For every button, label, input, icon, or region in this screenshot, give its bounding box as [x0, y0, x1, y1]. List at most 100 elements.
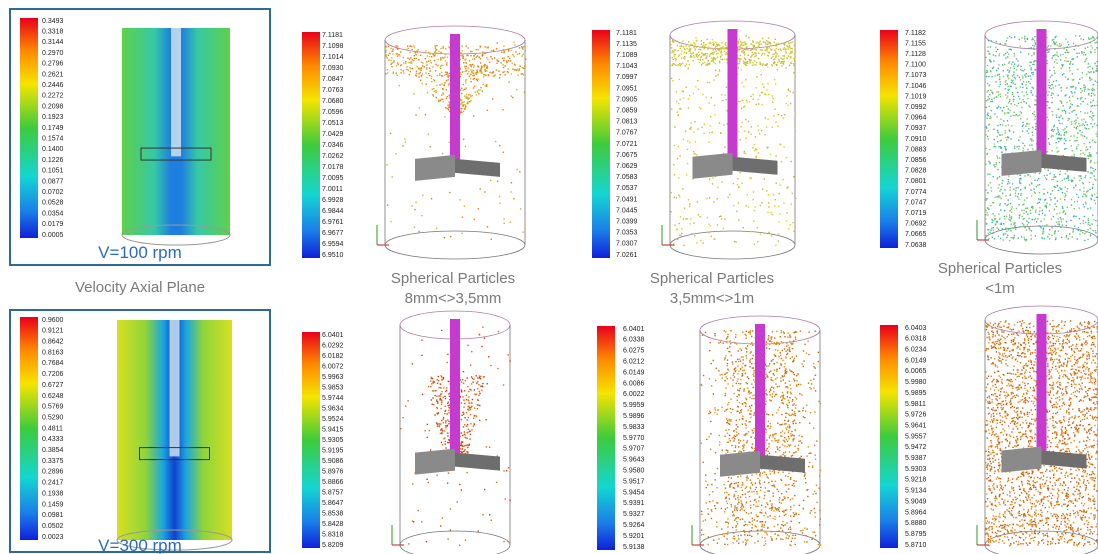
particle	[1005, 53, 1006, 54]
particle	[764, 537, 765, 538]
particle	[1047, 117, 1048, 118]
particle	[793, 435, 794, 436]
particle	[514, 69, 515, 70]
particle	[1062, 74, 1063, 75]
particle	[735, 436, 736, 437]
particle	[1080, 134, 1081, 135]
vessel-bottom	[400, 531, 510, 554]
particle	[740, 46, 741, 47]
particle	[753, 374, 754, 375]
particle	[731, 506, 732, 507]
particle	[468, 396, 469, 397]
particle	[421, 355, 422, 356]
particle	[1068, 44, 1069, 45]
particle	[499, 74, 500, 75]
particle	[1088, 158, 1089, 159]
particle	[1069, 67, 1070, 68]
particle	[785, 67, 786, 68]
particle	[755, 206, 756, 207]
particle	[731, 355, 732, 356]
particle	[472, 72, 473, 73]
particle	[1070, 106, 1071, 107]
particle	[723, 228, 724, 229]
particle	[470, 81, 471, 82]
scale-label: 5.9086	[322, 458, 344, 465]
particle	[448, 421, 449, 422]
particle	[738, 350, 739, 351]
scale-label: 7.1155	[905, 40, 926, 47]
particle	[1035, 42, 1036, 43]
particle	[761, 104, 762, 105]
particle	[672, 80, 673, 81]
particle	[763, 233, 764, 234]
particle	[985, 200, 986, 201]
particle	[461, 233, 462, 234]
particle	[697, 59, 698, 60]
particle	[461, 391, 462, 392]
particle	[994, 143, 995, 144]
particle	[793, 452, 794, 453]
particle	[448, 109, 449, 110]
particle	[720, 132, 721, 133]
particle	[793, 332, 794, 333]
particle	[422, 83, 423, 84]
particle	[1084, 177, 1085, 178]
particle	[1001, 223, 1002, 224]
particle	[735, 361, 736, 362]
particle	[747, 101, 748, 102]
particle	[746, 512, 747, 513]
particle	[403, 70, 404, 71]
particle	[1070, 220, 1071, 221]
scale-label: 5.9833	[623, 424, 645, 431]
particle	[714, 412, 715, 413]
particle	[782, 62, 783, 63]
particle	[990, 205, 991, 206]
particle	[476, 69, 477, 70]
particle	[523, 74, 524, 75]
particle	[1091, 106, 1092, 107]
particle	[801, 436, 802, 437]
particle	[502, 64, 503, 65]
particle	[431, 377, 432, 378]
particle	[783, 452, 784, 453]
particle	[793, 414, 794, 415]
particle	[433, 88, 434, 89]
particle	[990, 46, 991, 47]
particle	[1061, 90, 1062, 91]
particle	[744, 54, 745, 55]
particle	[716, 526, 717, 527]
particle	[1025, 126, 1026, 127]
particle	[676, 197, 677, 198]
particle	[756, 473, 757, 474]
particle	[467, 101, 468, 102]
particle	[765, 487, 766, 488]
particle	[796, 398, 797, 399]
particle	[467, 419, 468, 420]
particle	[1049, 82, 1050, 83]
particle	[418, 76, 419, 77]
particle	[397, 48, 398, 49]
particle	[714, 238, 715, 239]
particle	[1004, 64, 1005, 65]
particle	[1028, 53, 1029, 54]
particle	[725, 387, 726, 388]
particle	[1034, 180, 1035, 181]
particle	[985, 218, 986, 219]
particle	[421, 340, 422, 341]
particle	[400, 51, 401, 52]
particle	[470, 94, 471, 95]
particle	[765, 450, 766, 451]
particle	[761, 55, 762, 56]
particle	[415, 114, 416, 115]
particle	[426, 67, 427, 68]
particle	[770, 371, 771, 372]
particle	[1068, 61, 1069, 62]
particle	[738, 361, 739, 362]
particle	[820, 470, 821, 471]
particle	[1026, 73, 1027, 74]
particle	[1007, 112, 1008, 113]
particle	[1050, 76, 1051, 77]
particle	[719, 122, 720, 123]
particle	[754, 244, 755, 245]
particle	[436, 228, 437, 229]
